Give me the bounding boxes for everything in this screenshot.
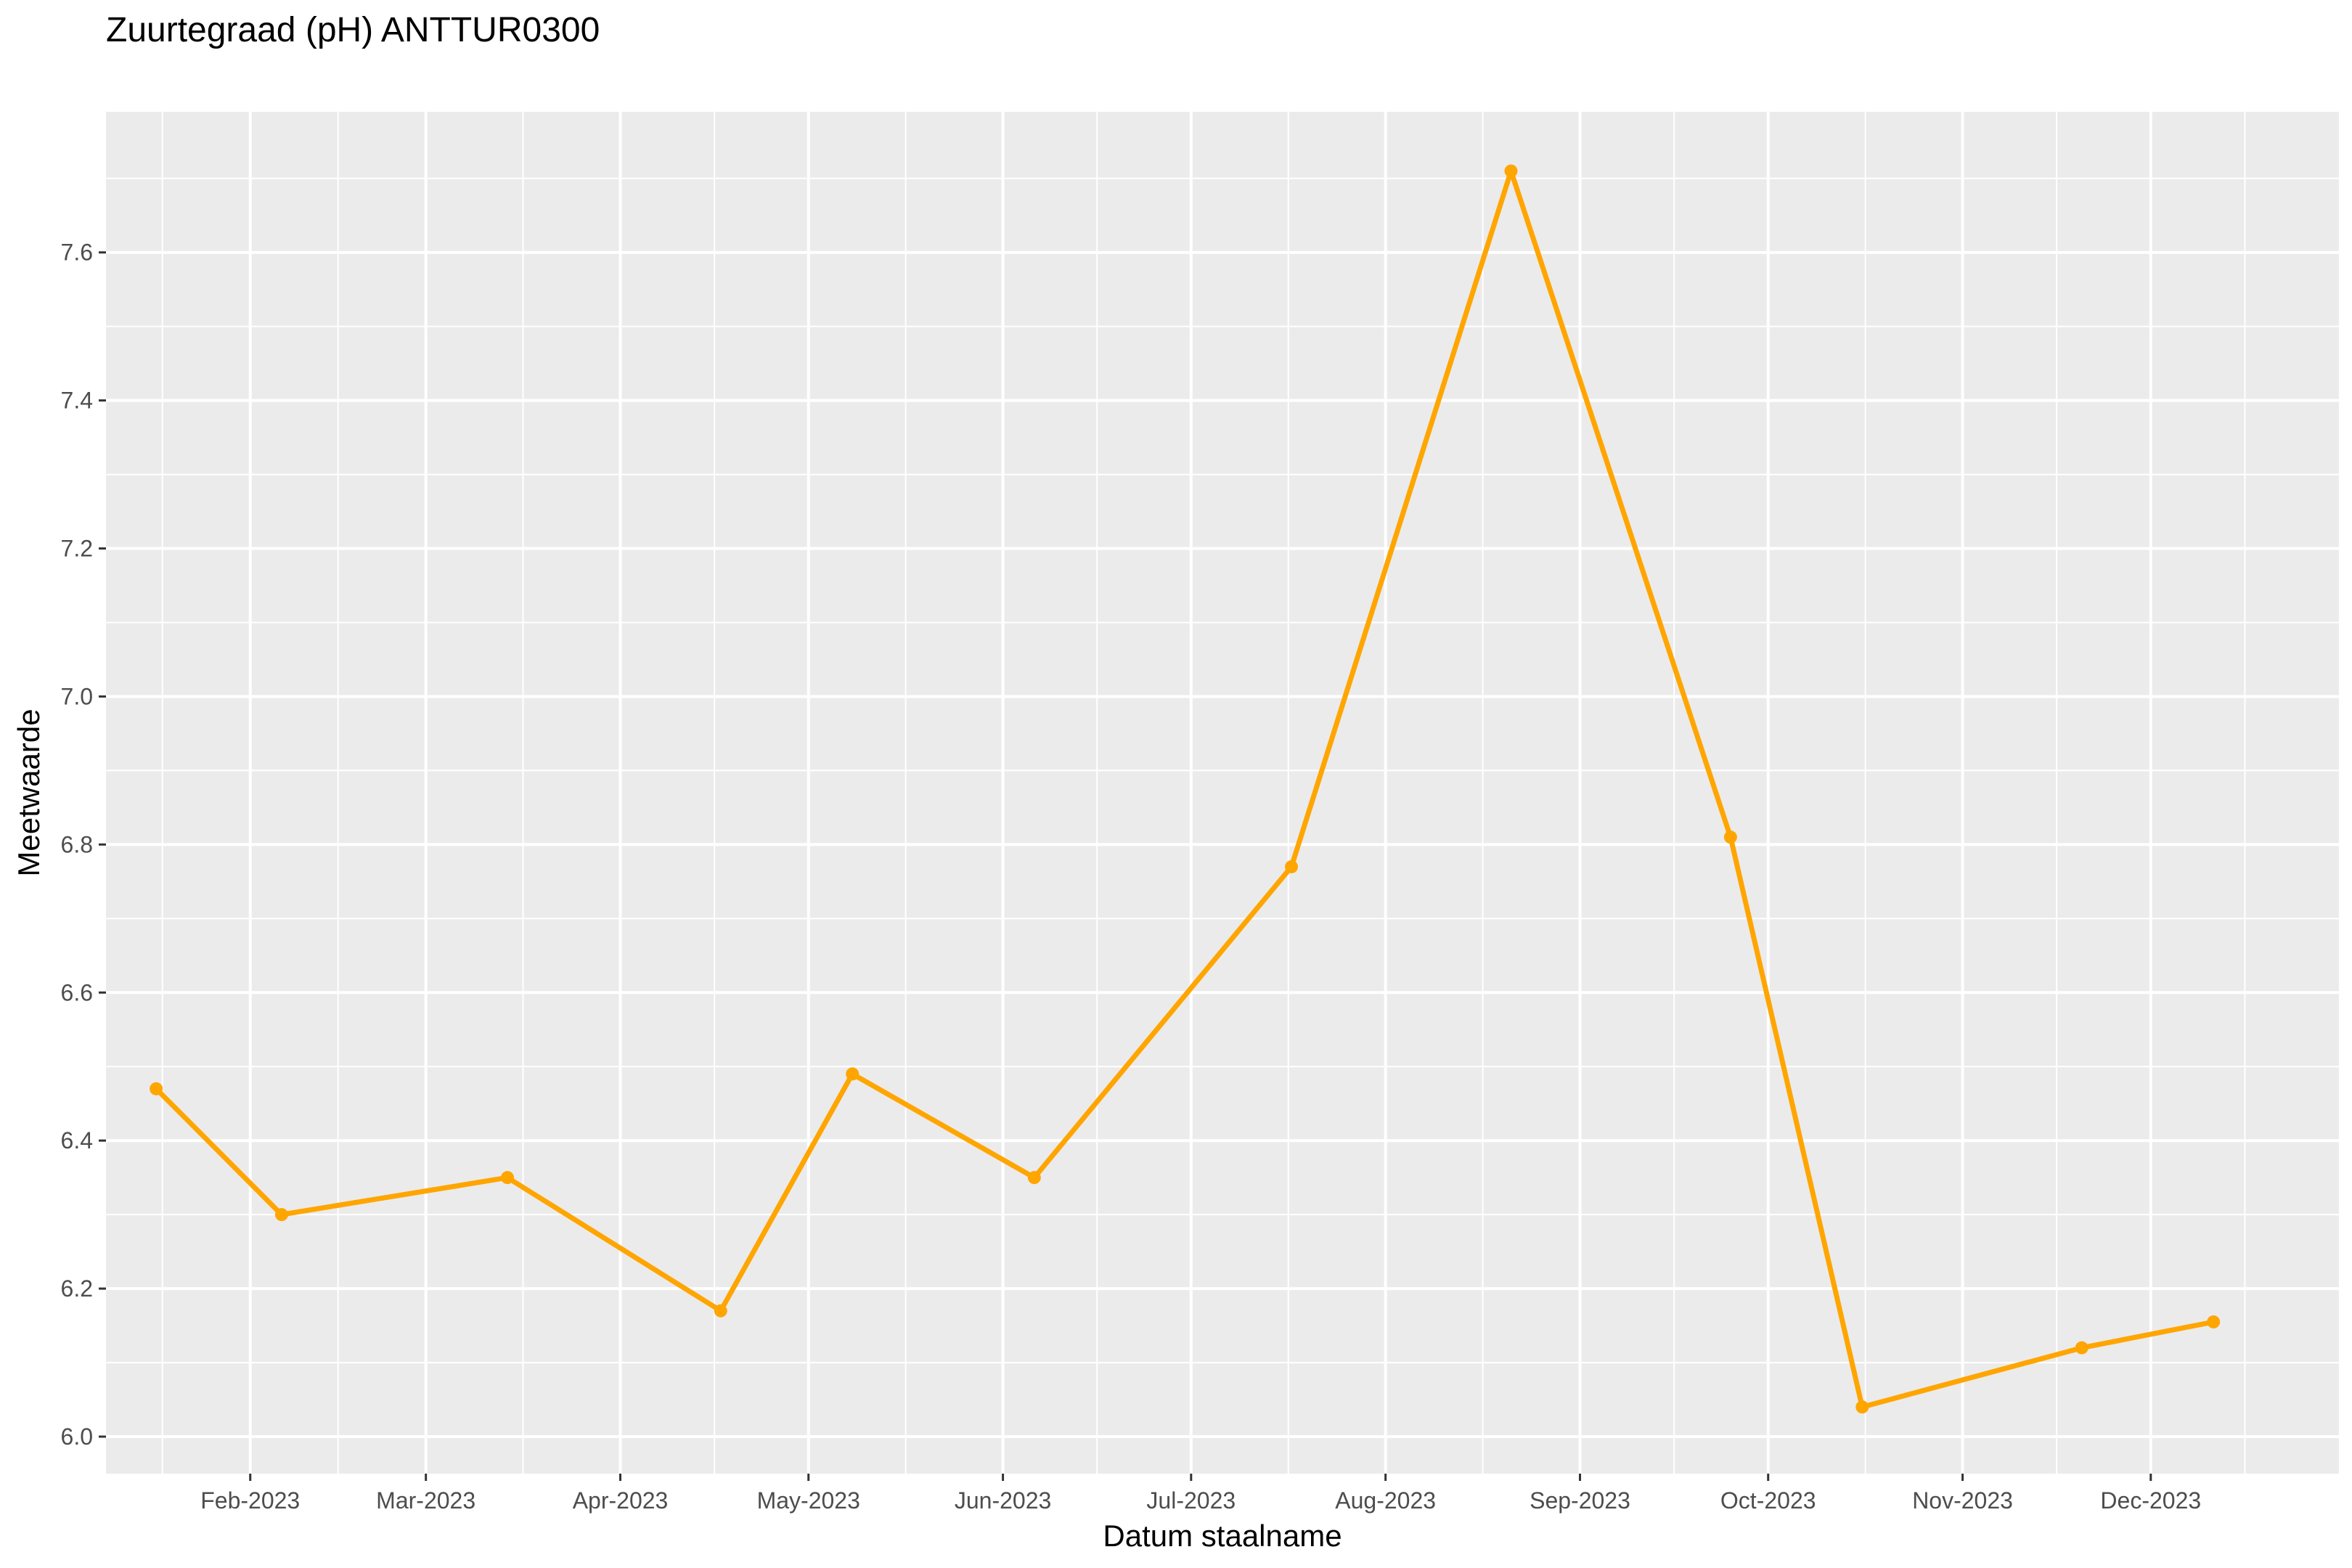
- x-tick-label: Jun-2023: [955, 1487, 1051, 1514]
- series-line: [153, 168, 2216, 1410]
- chart-title: Zuurtegraad (pH) ANTTUR0300: [106, 11, 600, 49]
- y-tick-label: 6.8: [61, 831, 93, 857]
- y-tick-label: 7.4: [61, 388, 93, 414]
- data-point: [1723, 830, 1737, 844]
- y-tick-label: 6.0: [61, 1424, 93, 1450]
- series: [150, 164, 2221, 1414]
- y-axis-tick-labels: 6.0 6.2 6.4 6.6 6.8 7.0 7.2 7.4 7.6: [61, 240, 93, 1450]
- data-point: [1855, 1400, 1869, 1414]
- x-tick-label: Oct-2023: [1720, 1487, 1816, 1514]
- y-axis-title: Meetwaarde: [12, 709, 46, 876]
- data-point: [500, 1171, 514, 1185]
- x-tick-label: Jul-2023: [1146, 1487, 1236, 1514]
- data-point: [1504, 164, 1518, 178]
- data-point: [1285, 859, 1299, 873]
- x-axis-title: Datum staalname: [1103, 1519, 1342, 1553]
- x-tick-label: Dec-2023: [2100, 1487, 2201, 1514]
- data-point: [2075, 1341, 2088, 1355]
- data-point: [150, 1082, 163, 1095]
- x-tick-label: Aug-2023: [1335, 1487, 1436, 1514]
- minor-gridlines: [106, 112, 2339, 1474]
- plot-panel: [106, 112, 2339, 1474]
- data-point: [1027, 1171, 1041, 1185]
- x-tick-label: May-2023: [757, 1487, 860, 1514]
- x-tick-label: Feb-2023: [200, 1487, 300, 1514]
- x-tick-label: Mar-2023: [376, 1487, 475, 1514]
- y-tick-label: 6.6: [61, 979, 93, 1005]
- data-point: [274, 1208, 288, 1222]
- data-point: [846, 1067, 859, 1081]
- y-tick-label: 7.2: [61, 536, 93, 562]
- x-tick-label: Sep-2023: [1530, 1487, 1630, 1514]
- y-tick-label: 7.6: [61, 240, 93, 266]
- axis-ticks: [99, 251, 2152, 1481]
- y-tick-label: 6.4: [61, 1127, 93, 1153]
- data-point: [714, 1304, 727, 1318]
- x-tick-label: Nov-2023: [1912, 1487, 2013, 1514]
- major-gridlines: [106, 112, 2339, 1474]
- data-point: [2207, 1315, 2221, 1328]
- x-tick-label: Apr-2023: [573, 1487, 669, 1514]
- y-tick-label: 7.0: [61, 683, 93, 709]
- x-axis-tick-labels: Feb-2023 Mar-2023 Apr-2023 May-2023 Jun-2023…: [200, 1487, 2201, 1514]
- y-tick-label: 6.2: [61, 1275, 93, 1302]
